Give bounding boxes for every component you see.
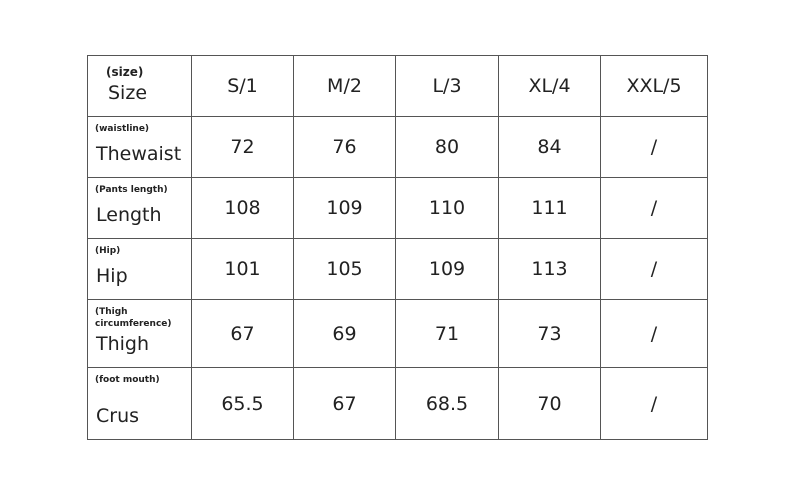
value-cell: 80 — [395, 116, 499, 178]
measure-label: Hip — [96, 265, 128, 287]
measure-sub: (Thigh circumference) — [95, 307, 172, 329]
value-cell: 76 — [293, 116, 396, 178]
measure-sub: (waistline) — [95, 124, 150, 134]
size-chart-table: (size) Size S/1 M/2 L/3 XL/4 XXL/5 (wais… — [87, 55, 708, 440]
size-header: XXL/5 — [600, 55, 708, 117]
value-cell: 110 — [395, 177, 499, 239]
measure-label: Length — [96, 204, 162, 226]
measure-sub: (foot mouth) — [95, 375, 160, 385]
header-cell: (size) Size — [87, 55, 192, 117]
value-cell: / — [600, 367, 708, 440]
measure-label: Crus — [96, 405, 140, 427]
value-cell: 72 — [191, 116, 294, 178]
header-sub: (size) — [106, 65, 144, 79]
value-cell: 70 — [498, 367, 601, 440]
header-label: Size — [108, 82, 148, 104]
measure-label: Thewaist — [96, 143, 182, 165]
size-header: XL/4 — [498, 55, 601, 117]
measure-cell: (foot mouth) Crus — [87, 367, 192, 440]
size-header: M/2 — [293, 55, 396, 117]
value-cell: 65.5 — [191, 367, 294, 440]
value-cell: 108 — [191, 177, 294, 239]
table-row: (foot mouth) Crus 65.5 67 68.5 70/ — [87, 367, 708, 440]
measure-cell: (waistline) Thewaist — [87, 116, 192, 178]
value-cell: 68.5 — [395, 367, 499, 440]
value-cell: 113 — [498, 238, 601, 300]
measure-cell: (Pants length) Length — [87, 177, 192, 239]
value-cell: / — [600, 238, 708, 300]
value-cell: 67 — [293, 367, 396, 440]
value-cell: 69 — [293, 299, 396, 368]
value-cell: 71 — [395, 299, 499, 368]
table-row: (Pants length) Length 108 109 110 111/ — [87, 177, 708, 239]
table-row: (Hip) Hip 101 105 109 113/ — [87, 238, 708, 300]
measure-cell: (Hip) Hip — [87, 238, 192, 300]
table-row: (Thigh circumference) Thigh 67 69 71 73/ — [87, 299, 708, 368]
size-header: L/3 — [395, 55, 499, 117]
value-cell: / — [600, 116, 708, 178]
value-cell: 109 — [293, 177, 396, 239]
value-cell: 84 — [498, 116, 601, 178]
measure-cell: (Thigh circumference) Thigh — [87, 299, 192, 368]
measure-sub: (Hip) — [95, 246, 121, 256]
size-header: S/1 — [191, 55, 294, 117]
value-cell: 73 — [498, 299, 601, 368]
value-cell: / — [600, 177, 708, 239]
measure-sub: (Pants length) — [95, 185, 168, 195]
value-cell: 101 — [191, 238, 294, 300]
header-row: (size) Size S/1 M/2 L/3 XL/4 XXL/5 — [87, 55, 708, 117]
measure-label: Thigh — [96, 333, 150, 355]
value-cell: 67 — [191, 299, 294, 368]
value-cell: 109 — [395, 238, 499, 300]
table-row: (waistline) Thewaist 72 76 80 84/ — [87, 116, 708, 178]
value-cell: 111 — [498, 177, 601, 239]
value-cell: 105 — [293, 238, 396, 300]
value-cell: / — [600, 299, 708, 368]
